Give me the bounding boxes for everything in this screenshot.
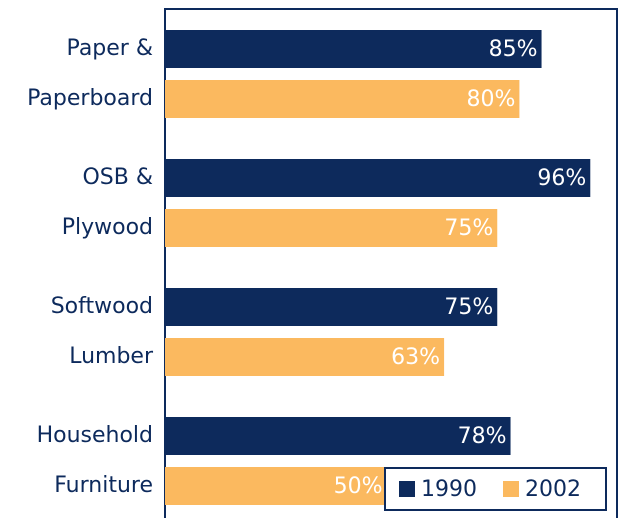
category-label: Household Furniture xyxy=(37,423,153,498)
bar xyxy=(165,417,511,455)
bar xyxy=(165,467,387,505)
legend-label: 2002 xyxy=(525,477,581,502)
value-label: 78% xyxy=(458,424,507,449)
bar xyxy=(165,159,591,197)
plot-frame xyxy=(164,8,618,518)
bar xyxy=(165,209,498,247)
value-label: 50% xyxy=(334,474,383,499)
legend-swatch xyxy=(503,481,519,497)
value-label: 85% xyxy=(489,37,538,62)
category-label: Softwood Lumber xyxy=(51,294,154,369)
legend-label: 1990 xyxy=(421,477,477,502)
bar xyxy=(165,288,498,326)
legend-swatch xyxy=(399,481,415,497)
bar xyxy=(165,30,542,68)
category-label: OSB & Plywood xyxy=(62,165,153,240)
value-label: 75% xyxy=(444,216,493,241)
value-label: 75% xyxy=(444,295,493,320)
value-label: 96% xyxy=(537,166,586,191)
legend-box xyxy=(384,467,607,511)
bar xyxy=(165,338,445,376)
value-label: 63% xyxy=(391,345,440,370)
bar xyxy=(165,80,520,118)
value-label: 80% xyxy=(466,87,515,112)
category-label: Paper & Paperboard xyxy=(27,36,153,111)
